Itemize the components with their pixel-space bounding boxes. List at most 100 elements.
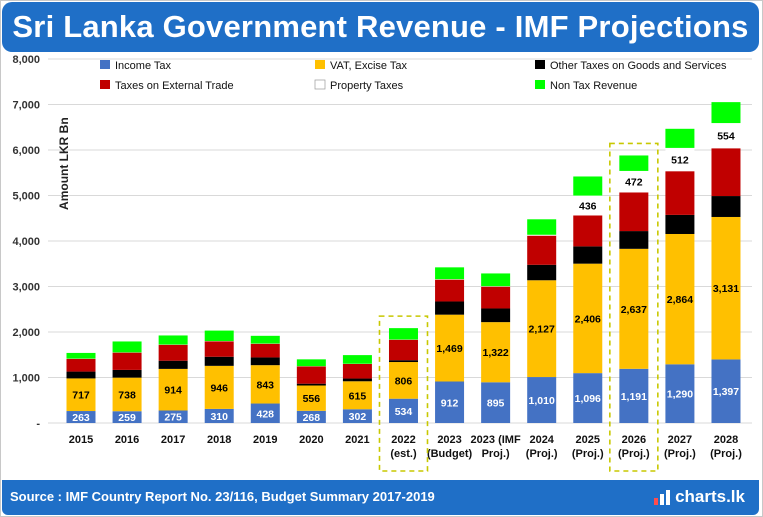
data-label: 946 <box>210 382 228 394</box>
y-tick-label: 7,000 <box>12 100 40 112</box>
bar-segment <box>711 102 741 124</box>
bar-segment <box>711 196 741 217</box>
bar-chart-icon <box>654 490 671 505</box>
bar-segment <box>66 378 96 412</box>
chart-title: Sri Lanka Government Revenue - IMF Proje… <box>12 9 749 44</box>
x-tick-label: 2016 <box>115 434 139 446</box>
bar-segment <box>204 365 234 409</box>
bar-segment <box>158 344 188 361</box>
data-label: 1,322 <box>482 347 508 359</box>
bar-segment <box>204 356 234 366</box>
legend-swatch <box>535 80 545 89</box>
bar-segment <box>711 123 741 149</box>
x-tick-label: 2021 <box>345 434 369 446</box>
legend-label: Non Tax Revenue <box>550 80 637 92</box>
data-label: 263 <box>72 412 90 424</box>
bar-segment <box>66 371 96 379</box>
x-tick-label: 2020 <box>299 434 323 446</box>
data-label: 843 <box>257 379 275 391</box>
brand-logo: charts.lk <box>653 487 745 507</box>
bar-segment <box>66 411 96 423</box>
bar-segment <box>342 363 372 379</box>
bar-segment <box>435 301 465 315</box>
y-tick-label: 8,000 <box>12 54 40 66</box>
chart-canvas: - 1,000 2,000 3,000 4,000 5,000 6,000 7,000 8,00… <box>12 54 752 472</box>
x-tick-label: 2024 <box>529 434 554 446</box>
bar-segment <box>435 279 465 302</box>
bar-segment <box>250 335 280 344</box>
bar-segment <box>481 382 511 423</box>
legend-swatch <box>315 60 325 69</box>
bar-segment <box>296 410 326 423</box>
bar-segment <box>527 235 557 265</box>
bar-segment <box>619 248 649 369</box>
data-label: 914 <box>164 385 182 397</box>
x-tick-label: 2018 <box>207 434 231 446</box>
data-label: 912 <box>441 397 459 409</box>
data-label: 554 <box>717 131 735 143</box>
legend-label: Other Taxes on Goods and Services <box>550 60 727 72</box>
data-label: 738 <box>118 389 136 401</box>
data-label: 268 <box>303 412 321 424</box>
x-tick-label: 2025 <box>576 434 600 446</box>
bar-segment <box>388 328 418 340</box>
bar-segment <box>619 155 649 171</box>
bar-segment <box>342 378 372 382</box>
bar-segment <box>435 314 465 382</box>
bar-segment <box>250 365 280 404</box>
bar-segment <box>711 359 741 423</box>
data-label: 2,637 <box>621 304 647 316</box>
data-label: 2,864 <box>667 294 693 306</box>
bar-segment <box>481 308 511 323</box>
bar-segment <box>619 170 649 193</box>
x-tick-label: 2017 <box>161 434 185 446</box>
legend-swatch <box>314 79 326 90</box>
bar-segment <box>573 246 603 264</box>
data-label: 895 <box>487 398 505 410</box>
bar-segment <box>481 322 511 383</box>
data-label: 472 <box>625 177 643 189</box>
bar-segment <box>573 195 603 216</box>
bar-segment <box>527 280 557 378</box>
data-label: 310 <box>210 411 228 423</box>
bar-segment <box>573 263 603 374</box>
bar-segment <box>573 176 603 196</box>
legend-swatch <box>100 60 110 69</box>
x-tick-label: Proj.) <box>482 448 510 460</box>
bar-segment <box>112 341 142 353</box>
x-tick-label: 2019 <box>253 434 277 446</box>
y-tick-label: 2,000 <box>12 327 40 339</box>
bar-segment <box>204 408 234 423</box>
x-tick-label: (Proj.) <box>618 448 650 460</box>
bar-segment <box>158 368 188 411</box>
x-tick-label: (Proj.) <box>710 448 742 460</box>
y-tick-label: 4,000 <box>12 236 40 248</box>
bar-segment <box>66 352 96 359</box>
bar-segment <box>619 368 649 423</box>
bar-segment <box>665 128 695 148</box>
legend-label: Taxes on External Trade <box>115 80 234 92</box>
bar-segment <box>711 148 741 197</box>
bar-segment <box>112 369 142 378</box>
y-tick-label: 5,000 <box>12 191 40 203</box>
data-label: 717 <box>72 390 90 402</box>
data-label: 1,469 <box>436 343 462 355</box>
data-label: 1,096 <box>575 393 601 405</box>
data-label: 615 <box>349 390 367 402</box>
x-tick-label: (Proj.) <box>526 448 558 460</box>
title-banner: Sri Lanka Government Revenue - IMF Proje… <box>2 2 759 52</box>
data-label: 275 <box>164 412 182 424</box>
brand-name: charts.lk <box>675 487 745 506</box>
bar-segment <box>342 355 372 364</box>
x-tick-label: 2026 <box>622 434 646 446</box>
bar-segment <box>158 410 188 423</box>
data-label: 428 <box>257 408 275 420</box>
x-tick-label: 2023 (IMF <box>471 434 521 446</box>
data-label: 806 <box>395 375 413 387</box>
bar-segment <box>388 339 418 361</box>
bar-segment <box>250 403 280 423</box>
bar-segment <box>388 398 418 423</box>
bar-segment <box>388 360 418 363</box>
data-label: 436 <box>579 201 597 213</box>
bar-segment <box>250 343 280 358</box>
